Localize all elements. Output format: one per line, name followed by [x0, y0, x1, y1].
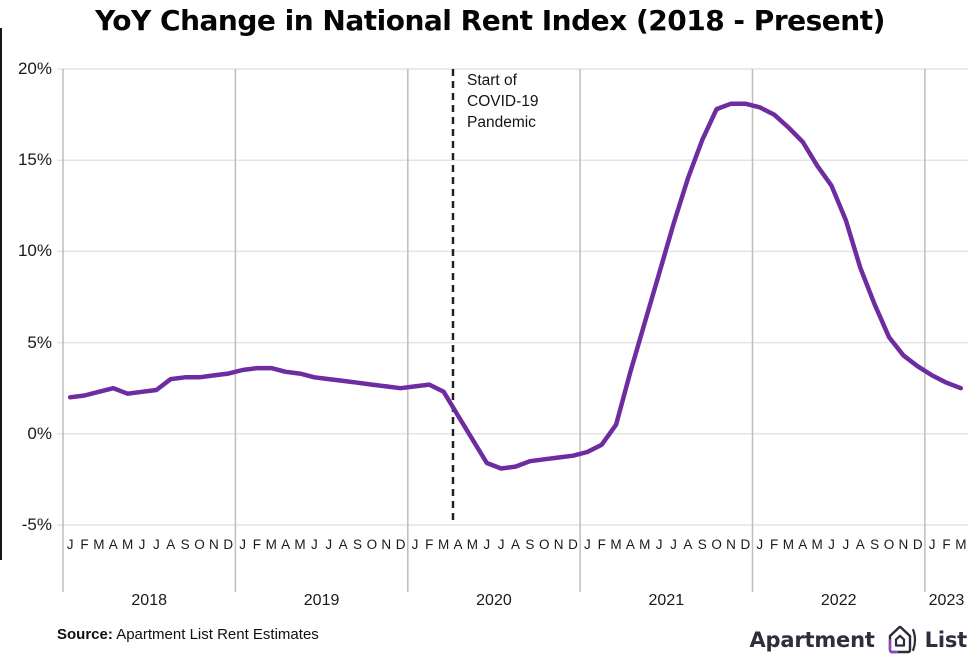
- chart-title: YoY Change in National Rent Index (2018 …: [95, 4, 885, 37]
- month-tick-label: S: [180, 537, 190, 552]
- source-label: Source:: [57, 626, 113, 643]
- month-tick-label: M: [265, 537, 277, 552]
- month-tick-label: A: [166, 537, 176, 552]
- month-tick-label: A: [798, 537, 808, 552]
- month-tick-label: O: [883, 537, 895, 552]
- y-tick-label: 20%: [17, 59, 52, 78]
- month-tick-label: S: [697, 537, 707, 552]
- month-tick-label: A: [453, 537, 463, 552]
- y-tick-label: 15%: [17, 150, 52, 170]
- month-tick-label: F: [252, 537, 262, 552]
- month-tick-label: O: [711, 537, 722, 552]
- y-axis-tick-labels: 20% 15% 10% 5% 0% -5%: [0, 0, 52, 600]
- year-tick-label: 2021: [648, 592, 685, 609]
- month-tick-label: A: [625, 537, 635, 552]
- month-tick-label: M: [639, 537, 651, 552]
- month-tick-label: J: [311, 537, 318, 552]
- month-tick-label: F: [597, 537, 606, 552]
- month-tick-label: F: [942, 537, 951, 552]
- month-tick-label: F: [425, 537, 434, 552]
- month-tick-label: J: [670, 537, 677, 552]
- month-tick-label: S: [525, 537, 535, 552]
- source-text: Apartment List Rent Estimates: [116, 626, 319, 643]
- month-tick-label: J: [497, 537, 505, 552]
- year-tick-label: 2022: [820, 592, 857, 609]
- month-tick-label: N: [208, 537, 219, 552]
- month-tick-label: D: [912, 537, 923, 552]
- screenshot-left-edge-line: [0, 28, 2, 560]
- month-tick-label: J: [928, 537, 936, 552]
- month-tick-label: J: [239, 537, 246, 552]
- month-tick-label: N: [726, 537, 736, 552]
- year-tick-label: 2023: [928, 592, 965, 609]
- month-tick-label: J: [828, 537, 835, 552]
- y-tick-label: 10%: [17, 241, 52, 261]
- month-tick-label: O: [366, 537, 378, 552]
- month-tick-label: J: [655, 537, 663, 552]
- year-tick-label: 2019: [303, 592, 340, 609]
- month-tick-label: J: [66, 537, 74, 552]
- year-tick-label: 2018: [131, 592, 167, 609]
- month-tick-label: O: [538, 537, 550, 552]
- month-tick-label: A: [281, 537, 291, 552]
- month-tick-label: A: [510, 537, 521, 552]
- month-tick-label: M: [466, 537, 479, 552]
- logo-word-list: List: [924, 628, 968, 652]
- month-tick-label: J: [583, 537, 591, 552]
- x-axis-year-labels: 2018 2019 2020 2021 2022 2023: [0, 592, 980, 612]
- month-tick-label: M: [93, 537, 105, 552]
- month-tick-label: D: [395, 537, 406, 552]
- month-tick-label: M: [955, 537, 967, 552]
- month-tick-label: J: [325, 537, 333, 552]
- month-tick-label: M: [782, 537, 795, 552]
- apartment-list-logo: Apartment List: [749, 621, 968, 659]
- month-tick-label: N: [553, 537, 564, 552]
- month-tick-label: A: [108, 537, 118, 552]
- month-tick-label: D: [740, 537, 751, 552]
- month-tick-label: J: [483, 537, 491, 552]
- month-tick-label: D: [223, 537, 234, 552]
- month-tick-label: S: [870, 537, 880, 552]
- month-tick-label: J: [152, 537, 160, 552]
- month-tick-label: F: [80, 537, 89, 552]
- y-tick-label: 0%: [27, 423, 52, 443]
- y-tick-label: 5%: [27, 332, 52, 352]
- month-tick-label: M: [122, 537, 134, 552]
- year-tick-label: 2020: [476, 592, 512, 609]
- apartment-list-house-icon: [888, 625, 916, 654]
- month-tick-label: A: [683, 537, 693, 552]
- y-tick-label: -5%: [21, 515, 52, 534]
- month-tick-label: S: [352, 537, 362, 552]
- month-tick-label: D: [568, 537, 578, 552]
- logo-word-apartment: Apartment: [749, 628, 875, 652]
- month-tick-label: N: [381, 537, 392, 552]
- month-tick-label: F: [769, 537, 779, 552]
- month-tick-label: O: [194, 537, 205, 552]
- covid-annotation-label: Start of COVID-19 Pandemic: [467, 72, 539, 131]
- month-tick-label: A: [338, 537, 348, 552]
- month-tick-label: M: [811, 537, 823, 552]
- month-tick-label: M: [438, 537, 450, 552]
- month-tick-label: J: [411, 537, 419, 552]
- month-tick-label: M: [294, 537, 306, 552]
- month-tick-label: J: [138, 537, 146, 552]
- month-tick-label: N: [898, 537, 909, 552]
- month-tick-label: A: [855, 537, 865, 552]
- month-tick-label: J: [756, 537, 764, 552]
- month-tick-label: J: [842, 537, 850, 552]
- month-tick-label: M: [610, 537, 622, 552]
- source-caption: Source: Apartment List Rent Estimates: [57, 626, 319, 643]
